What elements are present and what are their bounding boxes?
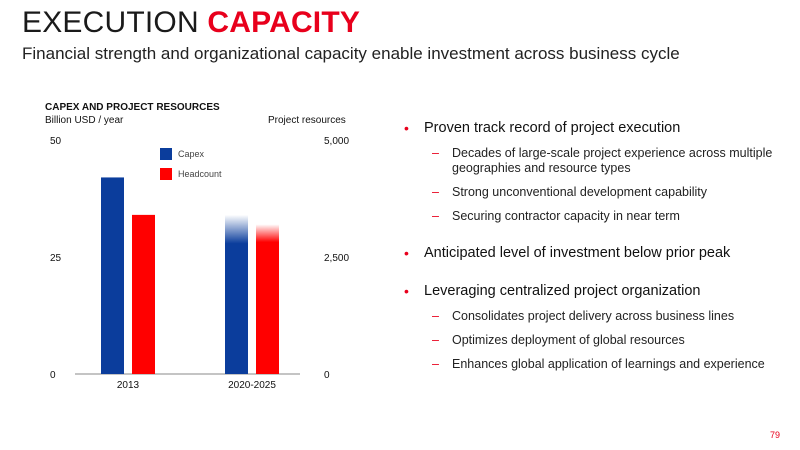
page-number: 79 xyxy=(769,430,780,440)
bullet-item: • Anticipated level of investment below p… xyxy=(402,245,782,261)
sub-bullet-text: Enhances global application of learnings… xyxy=(452,357,765,371)
left-axis-label: Billion USD / year xyxy=(45,115,124,126)
dash-icon: – xyxy=(432,333,439,347)
sub-bullet-item: – Consolidates project delivery across bu… xyxy=(402,309,782,324)
sub-bullet-text: Optimizes deployment of global resources xyxy=(452,333,685,347)
bullet-dot-icon: • xyxy=(404,283,409,299)
page-title: EXECUTION CAPACITY xyxy=(22,6,360,40)
sub-bullet-item: – Optimizes deployment of global resource… xyxy=(402,333,782,348)
sub-bullet-text: Decades of large-scale project experienc… xyxy=(452,146,773,175)
sub-bullet-text: Strong unconventional development capabi… xyxy=(452,185,708,199)
sub-bullet-item: – Securing contractor capacity in near te… xyxy=(402,209,782,224)
legend-label: Capex xyxy=(178,149,205,159)
y2-tick-label: 5,000 xyxy=(324,136,349,147)
sub-bullet-item: – Decades of large-scale project experien… xyxy=(402,146,782,176)
bar-headcount-2013 xyxy=(132,214,155,374)
page-subtitle: Financial strength and organizational ca… xyxy=(22,44,680,63)
legend-swatch-capex xyxy=(160,148,172,160)
bar-capex-2013 xyxy=(101,177,124,374)
dash-icon: – xyxy=(432,209,439,223)
dash-icon: – xyxy=(432,185,439,199)
y-tick-label: 25 xyxy=(50,253,62,264)
y-tick-label: 0 xyxy=(50,370,56,381)
sub-bullet-text: Consolidates project delivery across bus… xyxy=(452,309,735,323)
y2-tick-label: 0 xyxy=(324,370,330,381)
bullet-dot-icon: • xyxy=(404,245,409,261)
sub-bullet-item: – Enhances global application of learning… xyxy=(402,357,782,372)
bullet-dot-icon: • xyxy=(404,120,409,136)
bullet-list: • Proven track record of project executio… xyxy=(402,120,782,381)
sub-bullet-text: Securing contractor capacity in near ter… xyxy=(452,209,680,223)
sub-bullet-item: – Strong unconventional development capab… xyxy=(402,185,782,200)
bar-capex-2020-2025 xyxy=(225,214,248,374)
bullet-text: Anticipated level of investment below pr… xyxy=(424,245,731,261)
right-axis-label: Project resources xyxy=(268,115,346,126)
legend-swatch-headcount xyxy=(160,168,172,180)
x-tick-label: 2020-2025 xyxy=(228,380,276,391)
dash-icon: – xyxy=(432,357,439,371)
title-bold: CAPACITY xyxy=(207,6,361,39)
chart-title: CAPEX AND PROJECT RESOURCES xyxy=(45,102,220,113)
y-tick-label: 50 xyxy=(50,136,62,147)
x-tick-label: 2013 xyxy=(117,380,140,391)
y2-tick-label: 2,500 xyxy=(324,253,349,264)
legend-label: Headcount xyxy=(178,169,222,179)
bullet-item: • Leveraging centralized project organiza… xyxy=(402,283,782,299)
title-light: EXECUTION xyxy=(22,6,208,39)
bullet-item: • Proven track record of project executio… xyxy=(402,120,782,136)
bullet-text: Proven track record of project execution xyxy=(424,120,681,136)
dash-icon: – xyxy=(432,146,439,160)
bar-headcount-2020-2025 xyxy=(256,224,279,374)
dash-icon: – xyxy=(432,309,439,323)
bullet-text: Leveraging centralized project organizat… xyxy=(424,283,701,299)
